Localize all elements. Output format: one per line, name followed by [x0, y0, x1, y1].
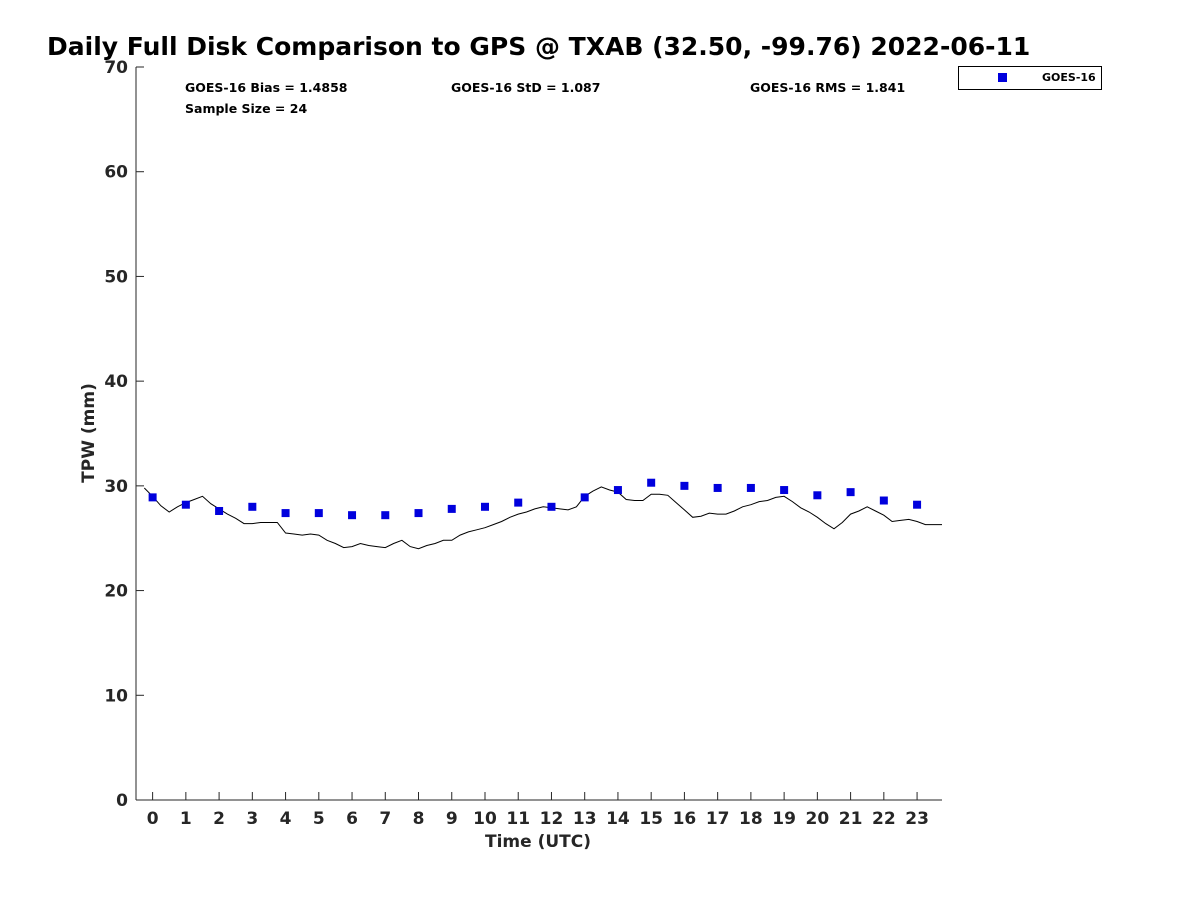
y-tick-label: 10 — [104, 686, 128, 706]
x-tick-label: 2 — [213, 809, 225, 829]
goes16-point — [281, 509, 290, 518]
stat-rms: GOES-16 RMS = 1.841 — [750, 80, 905, 95]
y-tick-label: 50 — [104, 267, 128, 287]
y-ticks: 0 10 20 30 40 50 60 70 — [104, 58, 144, 811]
goes16-point — [780, 486, 789, 495]
x-tick-label: 8 — [413, 809, 425, 829]
goes16-point — [647, 478, 656, 487]
x-tick-label: 3 — [246, 809, 258, 829]
goes16-point — [846, 488, 855, 497]
goes16-point — [746, 483, 755, 492]
goes16-point — [913, 500, 922, 509]
goes16-point — [547, 502, 556, 511]
y-tick-label: 60 — [104, 163, 128, 183]
x-tick-label: 0 — [147, 809, 159, 829]
goes16-point — [381, 511, 390, 520]
legend-entry-goes16: GOES-16 — [1042, 71, 1096, 84]
stat-std: GOES-16 StD = 1.087 — [451, 80, 600, 95]
axes — [135, 67, 942, 801]
x-tick-label: 17 — [706, 809, 730, 829]
x-tick-label: 23 — [905, 809, 929, 829]
goes16-point — [480, 502, 489, 511]
x-tick-label: 12 — [540, 809, 564, 829]
x-tick-label: 4 — [280, 809, 292, 829]
x-tick-label: 21 — [839, 809, 863, 829]
x-tick-label: 1 — [180, 809, 192, 829]
goes16-point — [248, 502, 257, 511]
gps-line — [143, 486, 942, 550]
x-tick-label: 14 — [606, 809, 630, 829]
legend-marker — [998, 73, 1007, 82]
gps-line-series — [143, 486, 942, 550]
x-tick-label: 15 — [639, 809, 663, 829]
goes16-point — [580, 493, 589, 502]
x-tick-label: 6 — [346, 809, 358, 829]
goes16-point — [680, 481, 689, 490]
y-tick-label: 40 — [104, 372, 128, 392]
goes16-point — [713, 483, 722, 492]
x-axis-label: Time (UTC) — [485, 832, 591, 852]
goes16-point — [514, 498, 523, 507]
goes16-point — [148, 493, 157, 502]
x-tick-label: 5 — [313, 809, 325, 829]
goes16-point — [613, 486, 622, 495]
x-tick-label: 19 — [772, 809, 796, 829]
x-ticks: 0 1 2 3 4 5 6 7 8 9 10 11 12 13 14 15 16 17 18 19 20 21 22 23 — [147, 792, 929, 829]
y-tick-label: 70 — [104, 58, 128, 78]
y-tick-label: 0 — [116, 791, 128, 811]
chart-title: Daily Full Disk Comparison to GPS @ TXAB… — [47, 32, 1030, 61]
legend-box — [958, 66, 1102, 90]
x-tick-label: 20 — [806, 809, 830, 829]
goes16-point — [414, 509, 423, 518]
x-tick-label: 10 — [473, 809, 497, 829]
y-tick-label: 30 — [104, 477, 128, 497]
x-tick-label: 7 — [379, 809, 391, 829]
goes16-marker-series — [148, 478, 922, 520]
x-tick-label: 9 — [446, 809, 458, 829]
x-tick-label: 18 — [739, 809, 763, 829]
goes16-point — [314, 509, 323, 518]
x-tick-label: 13 — [573, 809, 597, 829]
x-tick-label: 16 — [673, 809, 697, 829]
goes16-point — [181, 500, 190, 509]
goes16-point — [879, 496, 888, 505]
x-tick-label: 22 — [872, 809, 896, 829]
stat-bias: GOES-16 Bias = 1.4858 — [185, 80, 347, 95]
y-tick-label: 20 — [104, 582, 128, 602]
stat-sample-size: Sample Size = 24 — [185, 101, 307, 116]
goes16-point — [215, 506, 224, 515]
legend: GOES-16 — [958, 66, 1102, 90]
x-tick-label: 11 — [506, 809, 530, 829]
y-axis-label: TPW (mm) — [79, 383, 99, 483]
goes16-point — [813, 491, 822, 500]
goes16-point — [348, 511, 357, 520]
goes16-point — [447, 504, 456, 513]
